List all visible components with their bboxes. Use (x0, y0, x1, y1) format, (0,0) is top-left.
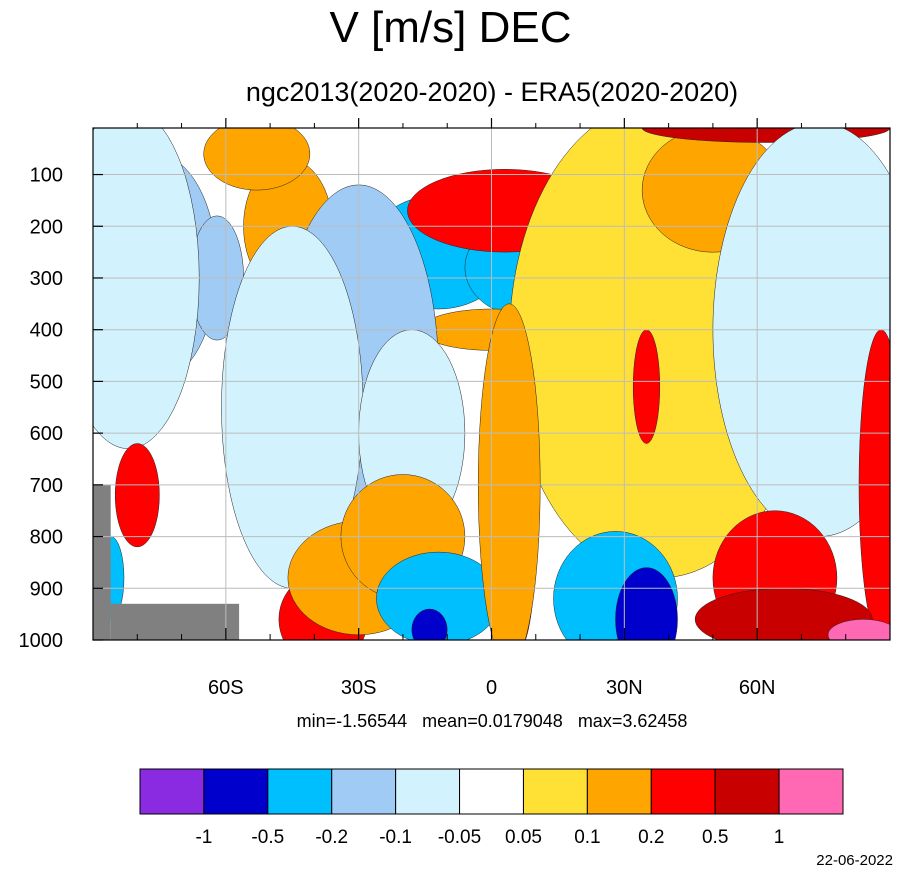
chart-title: V [m/s] DEC (329, 3, 572, 52)
missing-region-1 (93, 484, 111, 640)
chart-subtitle: ngc2013(2020-2020) - ERA5(2020-2020) (245, 77, 739, 107)
colorbar-tick-label: -1 (195, 827, 212, 848)
y-tick-label: 900 (30, 578, 63, 600)
contour-region-40 (694, 588, 873, 640)
colorbar-tick-label: 0.05 (505, 827, 542, 848)
colorbar-tick-label: -0.5 (251, 827, 284, 848)
colorbar-tick-label: 0.5 (702, 827, 728, 848)
y-tick-label: 700 (30, 475, 63, 497)
contour-region-38 (615, 567, 678, 640)
colorbar-swatch (267, 768, 333, 815)
x-tick-label: 60N (739, 677, 776, 699)
missing-data-regions (93, 484, 240, 640)
y-tick-label: 500 (30, 371, 63, 393)
colorbar-swatch (139, 768, 205, 815)
colorbar-tick-label: -0.05 (438, 827, 481, 848)
y-axis: 100 200 300 400 500 600 700 800 900 1000 (19, 165, 103, 652)
stats-mean: mean=0.0179048 (422, 711, 563, 731)
colorbar-swatch (522, 768, 588, 815)
y-tick-label: 600 (30, 423, 63, 445)
grid-lines (93, 128, 890, 640)
x-tick-label: 30N (606, 677, 643, 699)
x-tick-label: 60S (208, 677, 244, 699)
colorbar-tick-label: -0.1 (379, 827, 412, 848)
colorbar-swatch (203, 768, 269, 815)
colorbar-tick-label: 0.2 (638, 827, 664, 848)
colorbar-swatch (586, 768, 652, 815)
y-tick-label: 300 (30, 268, 63, 290)
colorbar-swatch (459, 768, 524, 815)
colorbar-tick-label: 1 (774, 827, 785, 848)
y-tick-label: 400 (30, 320, 63, 342)
stats-min: min=-1.56544 (296, 711, 408, 731)
contour-field (93, 128, 890, 640)
colorbar-swatch (714, 768, 780, 815)
contour-region-42 (114, 443, 160, 548)
date-stamp: 22-06-2022 (816, 852, 893, 869)
colorbar: -1 -0.5 -0.2 -0.1 -0.05 0.05 0.1 0.2 0.5 1 (139, 768, 844, 848)
y-tick-label: 1000 (19, 630, 64, 652)
colorbar-tick-label: 0.1 (574, 827, 600, 848)
y-tick-label: 100 (30, 165, 63, 187)
contour-region-15 (632, 329, 661, 444)
stats-line: min=-1.56544 mean=0.0179048 max=3.62458 (0, 710, 901, 732)
x-tick-label: 0 (486, 677, 497, 699)
y-tick-label: 200 (30, 216, 63, 238)
x-axis: 60S 30S 0 30N 60N (136, 118, 847, 699)
contour-region-34 (411, 608, 448, 640)
colorbar-tick-label: -0.2 (315, 827, 348, 848)
contour-region-41 (827, 619, 890, 640)
colorbar-swatch (650, 768, 716, 815)
y-tick-label: 800 (30, 527, 63, 549)
colorbar-swatch (331, 768, 397, 815)
stats-max: max=3.62458 (577, 711, 688, 731)
x-tick-label: 30S (341, 677, 377, 699)
colorbar-swatch (395, 768, 461, 815)
missing-region-2 (110, 603, 240, 640)
colorbar-swatch (778, 768, 844, 815)
